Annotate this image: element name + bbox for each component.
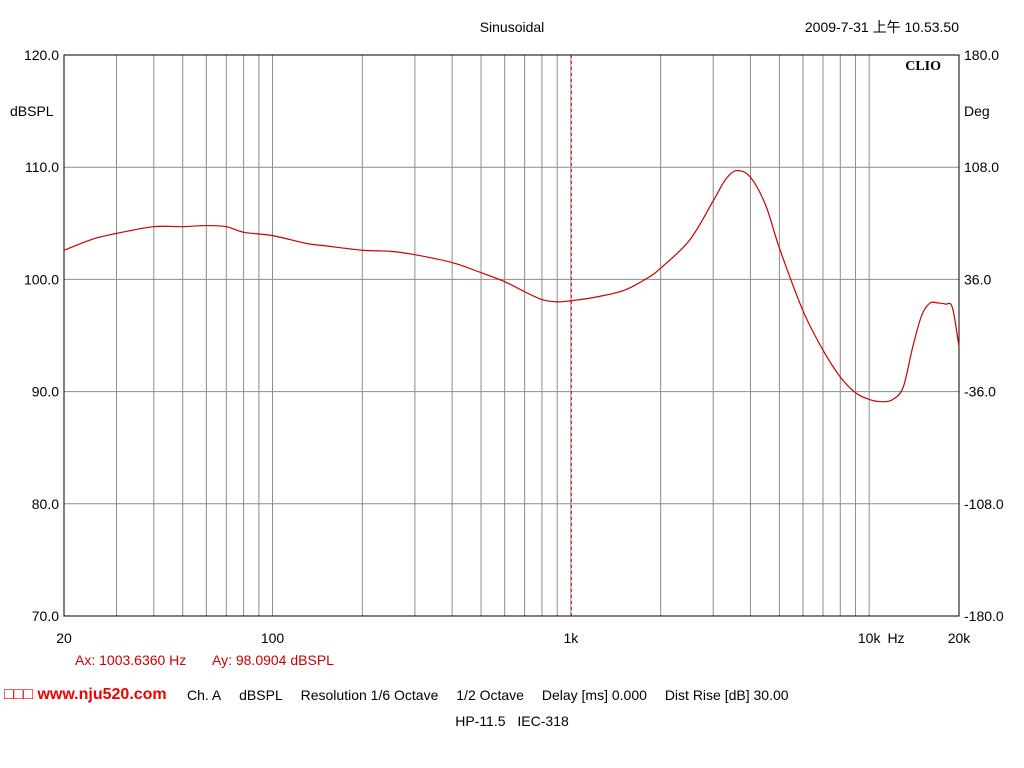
timestamp: 2009-7-31 上午 10.53.50: [805, 19, 959, 35]
y-tick-label: 100.0: [24, 271, 59, 287]
brand-label: CLIO: [905, 59, 941, 74]
grid: [64, 55, 959, 616]
channel-setting: Ch. A: [187, 687, 222, 703]
cursor-x-readout: Ax: 1003.6360 Hz: [75, 652, 186, 668]
x-unit-label: Hz: [887, 630, 904, 646]
x-tick-label: 100: [261, 630, 285, 646]
response-curve: [63, 169, 960, 403]
x-tick-label: 10k: [858, 630, 882, 646]
x-tick-label: 20k: [948, 630, 972, 646]
plot-frame: [63, 54, 960, 617]
y-tick-labels: 120.0 110.0 100.0 90.0 80.0 70.0: [24, 47, 59, 624]
model-name: HP-11.5: [455, 713, 506, 729]
frequency-response-chart: 120.0 110.0 100.0 90.0 80.0 70.0 180.0 108.0 36…: [10, 19, 1004, 668]
resolution-setting: Resolution 1/6 Octave: [300, 687, 439, 703]
measurement-settings: Ch. A dBSPL Resolution 1/6 Octave 1/2 Oc…: [187, 687, 803, 703]
delay-setting: Delay [ms] 0.000: [541, 687, 647, 703]
y-tick-label: 70.0: [32, 608, 59, 624]
x-tick-label: 20: [56, 630, 72, 646]
y-right-tick-label: 108.0: [964, 159, 999, 175]
x-tick-labels: 20 100 1k 10k 20k: [56, 630, 971, 646]
smoothing-setting: 1/2 Octave: [456, 687, 524, 703]
watermark: □□□ www.nju520.com: [4, 686, 167, 703]
unit-setting: dBSPL: [239, 687, 283, 703]
y-axis-label: dBSPL: [10, 103, 54, 119]
cursor-y-readout: Ay: 98.0904 dBSPL: [212, 652, 334, 668]
y-tick-label: 90.0: [32, 384, 59, 400]
y-tick-label: 120.0: [24, 47, 59, 63]
chart-title: Sinusoidal: [480, 19, 545, 35]
y-right-tick-labels: 180.0 108.0 36.0 -36.0 -108.0 -180.0: [964, 47, 1004, 624]
y-right-tick-label: 180.0: [964, 47, 999, 63]
y-tick-label: 110.0: [25, 159, 59, 175]
dist-rise-setting: Dist Rise [dB] 30.00: [664, 687, 789, 703]
y-right-axis-label: Deg: [964, 103, 990, 119]
x-tick-label: 1k: [563, 630, 579, 646]
y-tick-label: 80.0: [32, 496, 59, 512]
model-info: HP-11.5 IEC-318: [0, 713, 1024, 729]
y-right-tick-label: -180.0: [964, 608, 1004, 624]
y-right-tick-label: -108.0: [964, 496, 1004, 512]
y-right-tick-label: -36.0: [964, 384, 996, 400]
y-right-tick-label: 36.0: [964, 271, 991, 287]
model-code: IEC-318: [517, 713, 569, 729]
